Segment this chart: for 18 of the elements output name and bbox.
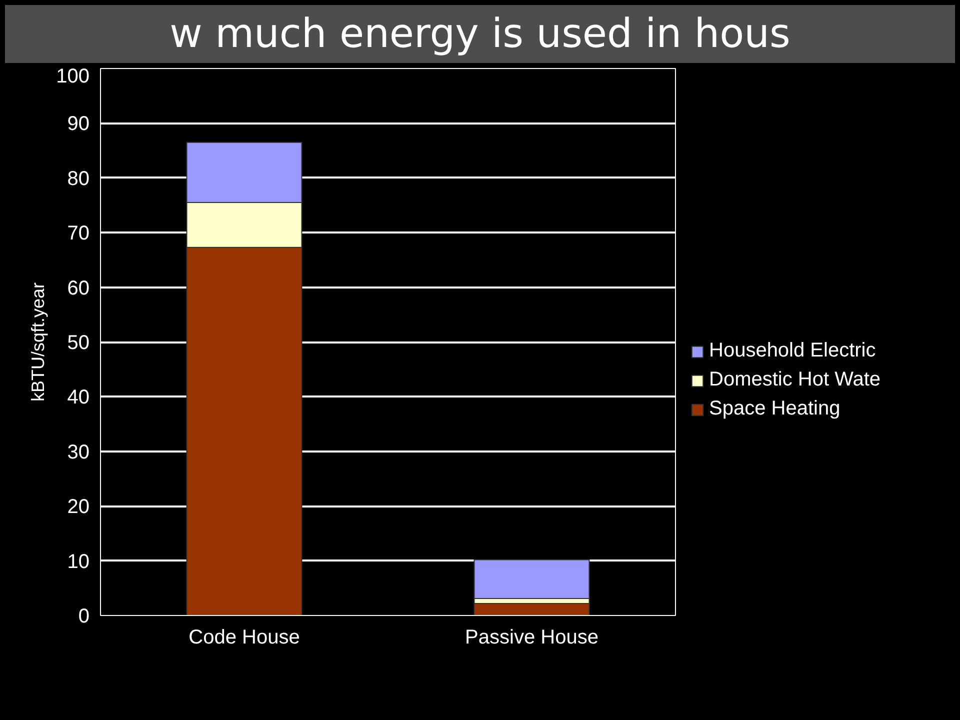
- x-tick-label: Passive House: [465, 626, 598, 648]
- y-tick-label: 30: [67, 441, 90, 464]
- y-tick-label: 80: [67, 168, 90, 190]
- legend-label: Household Electric: [709, 340, 876, 362]
- y-tick-label: 90: [67, 113, 90, 136]
- y-tick-label: 60: [67, 277, 90, 300]
- y-tick-label: 20: [67, 496, 90, 518]
- y-tick-label: 50: [67, 332, 90, 354]
- chart-title: w much energy is used in hous: [170, 10, 790, 59]
- y-tick-label: 0: [78, 606, 90, 628]
- y-tick-label: 10: [67, 550, 90, 573]
- y-tick-label: 70: [67, 222, 90, 245]
- x-tick-label: Code House: [188, 626, 300, 648]
- y-tick-label: 40: [67, 386, 90, 409]
- y-axis-title: kBTU/sqft.year: [28, 282, 48, 402]
- y-tick-label: 100: [56, 66, 90, 88]
- legend-label: Domestic Hot Wate: [709, 368, 881, 392]
- legend-label: Space Heating: [709, 398, 840, 420]
